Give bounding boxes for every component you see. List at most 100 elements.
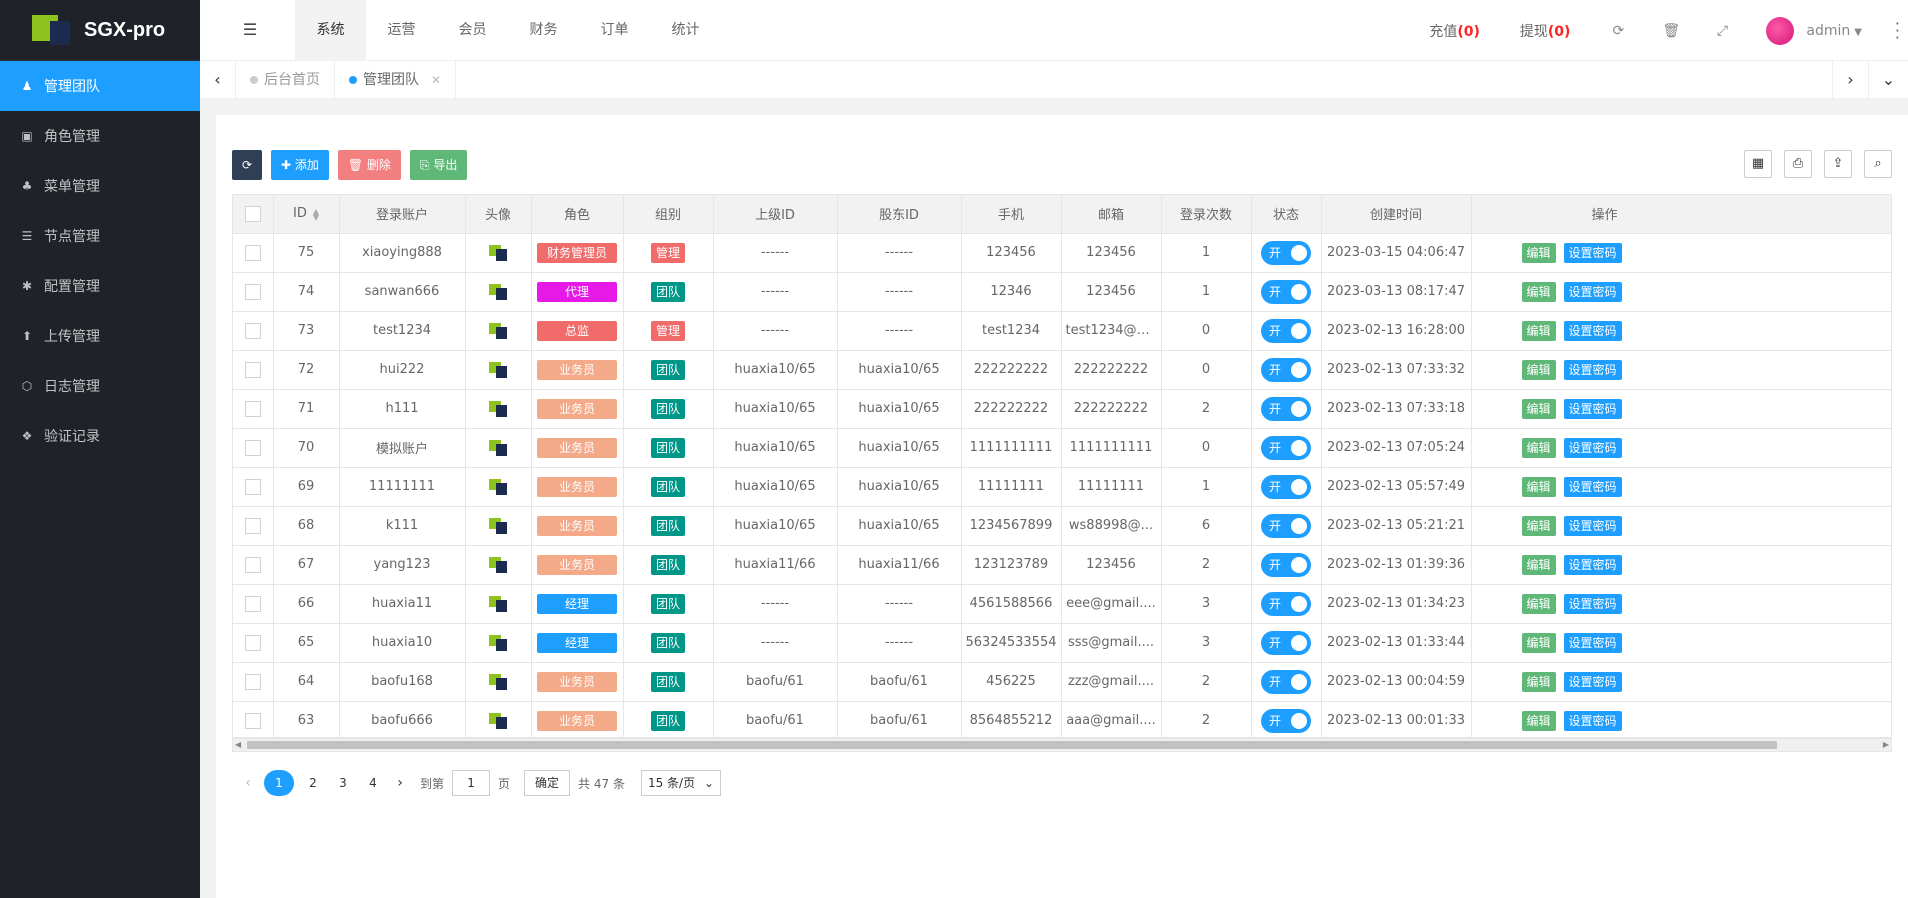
scrollbar-thumb[interactable] [247,741,1777,749]
user-menu[interactable]: admin ▼ [1806,23,1862,39]
row-checkbox[interactable] [244,439,261,456]
prev-page-icon[interactable]: ‹ [245,775,251,791]
row-checkbox[interactable] [244,400,261,417]
row-checkbox[interactable] [244,283,261,300]
avatar-thumbnail[interactable] [489,400,507,417]
avatar-thumbnail[interactable] [489,595,507,612]
sidebar-item[interactable]: ☰ 节点管理 [0,211,200,261]
avatar-thumbnail[interactable] [489,478,507,495]
top-tab[interactable]: 会员 [458,22,487,38]
sort-icon[interactable]: ▲ ▼ [312,206,319,222]
edit-button[interactable]: 编辑 [1521,632,1556,653]
set-password-button[interactable]: 设置密码 [1563,593,1622,614]
set-password-button[interactable]: 设置密码 [1563,359,1622,380]
avatar-thumbnail[interactable] [489,634,507,651]
select-all-checkbox[interactable] [244,205,261,222]
status-toggle[interactable]: 开 [1261,669,1311,694]
avatar-thumbnail[interactable] [489,361,507,378]
page-number-button[interactable]: 2 [309,776,317,790]
page-number-button[interactable]: 1 [264,770,294,796]
sidebar-item[interactable]: ⬆ 上传管理 [0,311,200,361]
status-toggle[interactable]: 开 [1261,552,1311,577]
row-checkbox[interactable] [244,595,261,612]
avatar-thumbnail[interactable] [489,244,507,261]
export-button[interactable]: ⎘ 导出 [409,150,468,180]
avatar-thumbnail[interactable] [489,517,507,534]
page-tab[interactable]: 后台首页 [236,61,335,99]
status-toggle[interactable]: 开 [1261,240,1311,265]
sidebar-item[interactable]: ✱ 配置管理 [0,261,200,311]
set-password-button[interactable]: 设置密码 [1563,476,1622,497]
horizontal-scrollbar[interactable]: ◀ ▶ [232,738,1892,752]
status-toggle[interactable]: 开 [1261,357,1311,382]
avatar-thumbnail[interactable] [489,283,507,300]
scroll-right-icon[interactable]: ▶ [1882,740,1889,749]
set-password-button[interactable]: 设置密码 [1563,554,1622,575]
status-toggle[interactable]: 开 [1261,396,1311,421]
page-number-button[interactable]: 3 [339,776,347,790]
top-tab[interactable]: 运营 [387,22,416,38]
set-password-button[interactable]: 设置密码 [1563,320,1622,341]
scroll-left-icon[interactable]: ◀ [235,740,242,749]
edit-button[interactable]: 编辑 [1521,242,1556,263]
sidebar-item[interactable]: ♣ 菜单管理 [0,161,200,211]
status-toggle[interactable]: 开 [1261,318,1311,343]
search-icon[interactable]: ⌕ [1864,150,1892,178]
row-checkbox[interactable] [244,673,261,690]
edit-button[interactable]: 编辑 [1521,671,1556,692]
column-header[interactable] [233,195,274,234]
refresh-icon[interactable]: ⟳ [1612,22,1625,39]
next-page-icon[interactable]: › [397,775,403,791]
edit-button[interactable]: 编辑 [1521,710,1556,731]
trash-icon[interactable]: 🗑 [1662,22,1681,39]
page-number-button[interactable]: 4 [369,776,377,790]
row-checkbox[interactable] [244,322,261,339]
set-password-button[interactable]: 设置密码 [1563,437,1622,458]
edit-button[interactable]: 编辑 [1521,593,1556,614]
fullscreen-icon[interactable]: ⤢ [1716,22,1729,39]
status-toggle[interactable]: 开 [1261,708,1311,733]
edit-button[interactable]: 编辑 [1521,554,1556,575]
set-password-button[interactable]: 设置密码 [1563,671,1622,692]
sidebar-item[interactable]: ❖ 验证记录 [0,411,200,461]
edit-button[interactable]: 编辑 [1521,398,1556,419]
withdraw-link[interactable]: 提现(0) [1520,21,1571,41]
app-logo[interactable]: SGX-pro [0,0,200,61]
avatar-thumbnail[interactable] [489,439,507,456]
edit-button[interactable]: 编辑 [1521,359,1556,380]
page-input[interactable]: 1 [452,770,491,796]
page-tab[interactable]: 管理团队 ✕ [335,61,457,99]
edit-button[interactable]: 编辑 [1521,320,1556,341]
top-tab[interactable]: 系统 [295,0,366,61]
top-tab[interactable]: 统计 [671,22,700,38]
top-tab[interactable]: 订单 [600,22,629,38]
status-toggle[interactable]: 开 [1261,435,1311,460]
sidebar-item[interactable]: ▣ 角色管理 [0,111,200,161]
row-checkbox[interactable] [244,517,261,534]
add-button[interactable]: ✚ 添加 [271,150,329,180]
set-password-button[interactable]: 设置密码 [1563,710,1622,731]
avatar-thumbnail[interactable] [489,556,507,573]
row-checkbox[interactable] [244,244,261,261]
tabs-scroll-left-icon[interactable]: ‹ [200,61,236,99]
confirm-page-button[interactable]: 确定 [524,770,571,796]
tabs-scroll-right-icon[interactable]: › [1832,61,1868,99]
delete-button[interactable]: 🗑 删除 [337,150,401,180]
status-toggle[interactable]: 开 [1261,630,1311,655]
row-checkbox[interactable] [244,556,261,573]
avatar-thumbnail[interactable] [489,322,507,339]
row-checkbox[interactable] [244,478,261,495]
more-vertical-icon[interactable]: · · · [1894,14,1900,47]
status-toggle[interactable]: 开 [1261,591,1311,616]
set-password-button[interactable]: 设置密码 [1563,632,1622,653]
set-password-button[interactable]: 设置密码 [1563,398,1622,419]
status-toggle[interactable]: 开 [1261,513,1311,538]
row-checkbox[interactable] [244,712,261,729]
edit-button[interactable]: 编辑 [1521,476,1556,497]
set-password-button[interactable]: 设置密码 [1563,515,1622,536]
edit-button[interactable]: 编辑 [1521,437,1556,458]
tabs-menu-chevron-down-icon[interactable]: ⌄ [1868,61,1908,99]
menu-fold-icon[interactable]: ☰ [242,20,258,39]
set-password-button[interactable]: 设置密码 [1563,281,1622,302]
row-checkbox[interactable] [244,634,261,651]
